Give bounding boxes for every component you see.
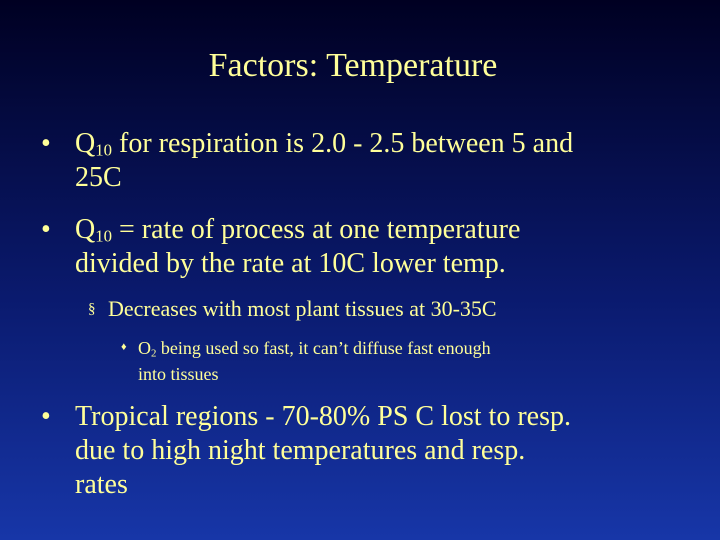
- sub-sub-bullet-line-1-rest: being used so fast, it can’t diffuse fas…: [156, 338, 491, 358]
- sub-bullet-text: Decreases with most plant tissues at 30-…: [108, 296, 497, 321]
- o-symbol: O: [138, 338, 151, 358]
- bullet-marker: •: [41, 128, 51, 159]
- bullet-line-3: rates: [75, 469, 128, 500]
- bullet-line-1: Q10 for respiration is 2.0 - 2.5 between…: [75, 127, 573, 161]
- q-symbol: Q: [75, 128, 96, 159]
- bullet-line-2: due to high night temperatures and resp.: [75, 435, 526, 466]
- bullet-marker: •: [41, 214, 51, 245]
- bullet-line-1-rest: for respiration is 2.0 - 2.5 between 5 a…: [112, 128, 574, 159]
- bullet-text: Tropical regions - 70-80% PS C lost to r…: [75, 400, 571, 502]
- sub-sub-bullet-line-2: into tissues: [138, 364, 219, 384]
- sub-sub-bullet-line-1: O2 being used so fast, it can’t diffuse …: [138, 335, 491, 361]
- o-subscript: 2: [151, 347, 157, 360]
- bullet-line-2: divided by the rate at 10C lower temp.: [75, 248, 506, 279]
- sub-bullet-marker: §: [88, 301, 96, 317]
- bullet-line-1: Tropical regions - 70-80% PS C lost to r…: [75, 401, 571, 432]
- q-subscript: 10: [95, 226, 113, 246]
- q-subscript: 10: [95, 140, 113, 160]
- bullet-line-1-rest: = rate of process at one temperature: [112, 214, 521, 245]
- bullet-marker: •: [41, 401, 51, 432]
- bullet-text: Q10 for respiration is 2.0 - 2.5 between…: [75, 127, 573, 195]
- bullet-text: Q10 = rate of process at one temperature…: [75, 213, 520, 281]
- bullet-line-2: 25C: [75, 162, 122, 193]
- q-symbol: Q: [75, 214, 96, 245]
- sub-sub-bullet-text: O2 being used so fast, it can’t diffuse …: [138, 335, 491, 387]
- sub-sub-bullet-marker: ♦: [121, 341, 127, 353]
- bullet-line-1: Q10 = rate of process at one temperature: [75, 213, 520, 247]
- slide-title: Factors: Temperature: [208, 47, 498, 84]
